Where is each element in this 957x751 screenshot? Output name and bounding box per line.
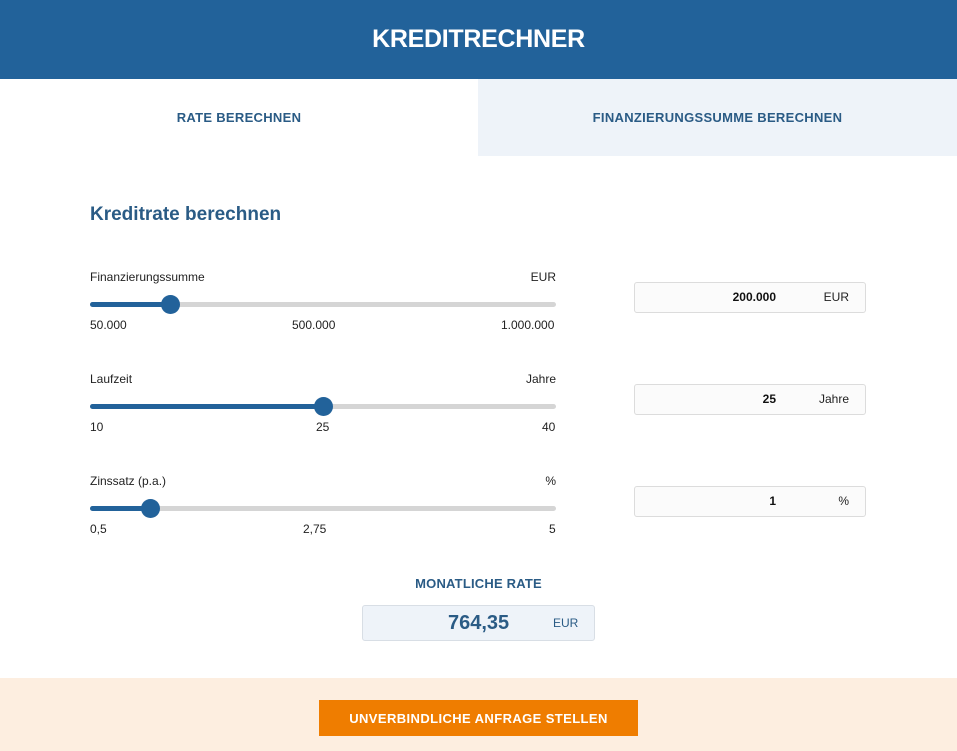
input-unit: Jahre <box>818 392 849 406</box>
slider-fill <box>90 506 151 511</box>
laufzeit-slider[interactable] <box>90 397 556 416</box>
slider-max-label: 40 <box>542 420 556 434</box>
tab-label: FINANZIERUNGSSUMME BERECHNEN <box>592 110 843 125</box>
input-unit: % <box>838 494 849 508</box>
laufzeit-input[interactable]: 25 Jahre <box>634 384 866 415</box>
input-value: 200.000 <box>732 290 776 304</box>
slider-thumb[interactable] <box>313 397 333 416</box>
zinssatz-label: Zinssatz (p.a.) <box>90 474 167 488</box>
zinssatz-unit: % <box>545 474 556 488</box>
footer: UNVERBINDLICHE ANFRAGE STELLEN <box>0 678 957 751</box>
slider-max-label: 1.000.000 <box>501 318 555 332</box>
tab-label: RATE BERECHNEN <box>176 110 302 125</box>
input-unit: EUR <box>823 290 849 304</box>
slider-thumb[interactable] <box>141 499 161 518</box>
finanzierungssumme-slider[interactable] <box>90 295 556 314</box>
slider-fill <box>90 302 171 307</box>
tab-bar: RATE BERECHNEN FINANZIERUNGSSUMME BERECH… <box>0 79 957 156</box>
monatliche-rate-label: MONATLICHE RATE <box>415 576 542 591</box>
slider-mid-label: 500.000 <box>292 318 336 332</box>
monatliche-rate-unit: EUR <box>553 616 579 630</box>
slider-mid-label: 2,75 <box>303 522 327 536</box>
zinssatz-input[interactable]: 1 % <box>634 486 866 517</box>
slider-thumb[interactable] <box>161 295 181 314</box>
slider-min-label: 50.000 <box>90 318 127 332</box>
monatliche-rate-value: 764,35 <box>448 612 510 634</box>
slider-mid-label: 25 <box>316 420 330 434</box>
zinssatz-slider[interactable] <box>90 499 556 518</box>
input-value: 25 <box>762 392 776 406</box>
slider-max-label: 5 <box>549 522 556 536</box>
slider-min-label: 10 <box>90 420 104 434</box>
laufzeit-unit: Jahre <box>525 372 556 386</box>
slider-fill <box>90 404 323 409</box>
slider-min-label: 0,5 <box>90 522 107 536</box>
tab-finanzierungssumme-berechnen[interactable]: FINANZIERUNGSSUMME BERECHNEN <box>478 79 957 156</box>
monatliche-rate-box: 764,35 EUR <box>362 605 595 641</box>
tab-rate-berechnen[interactable]: RATE BERECHNEN <box>0 79 478 156</box>
laufzeit-label: Laufzeit <box>90 372 133 386</box>
anfrage-stellen-button[interactable]: UNVERBINDLICHE ANFRAGE STELLEN <box>319 700 638 736</box>
finanzierungssumme-input[interactable]: 200.000 EUR <box>634 282 866 313</box>
section-title: Kreditrate berechnen <box>90 204 282 225</box>
input-value: 1 <box>769 494 776 508</box>
finanzierungssumme-unit: EUR <box>530 270 556 284</box>
page-title: KREDITRECHNER <box>372 25 585 53</box>
page-header: KREDITRECHNER <box>0 0 957 79</box>
finanzierungssumme-label: Finanzierungssumme <box>90 270 205 284</box>
